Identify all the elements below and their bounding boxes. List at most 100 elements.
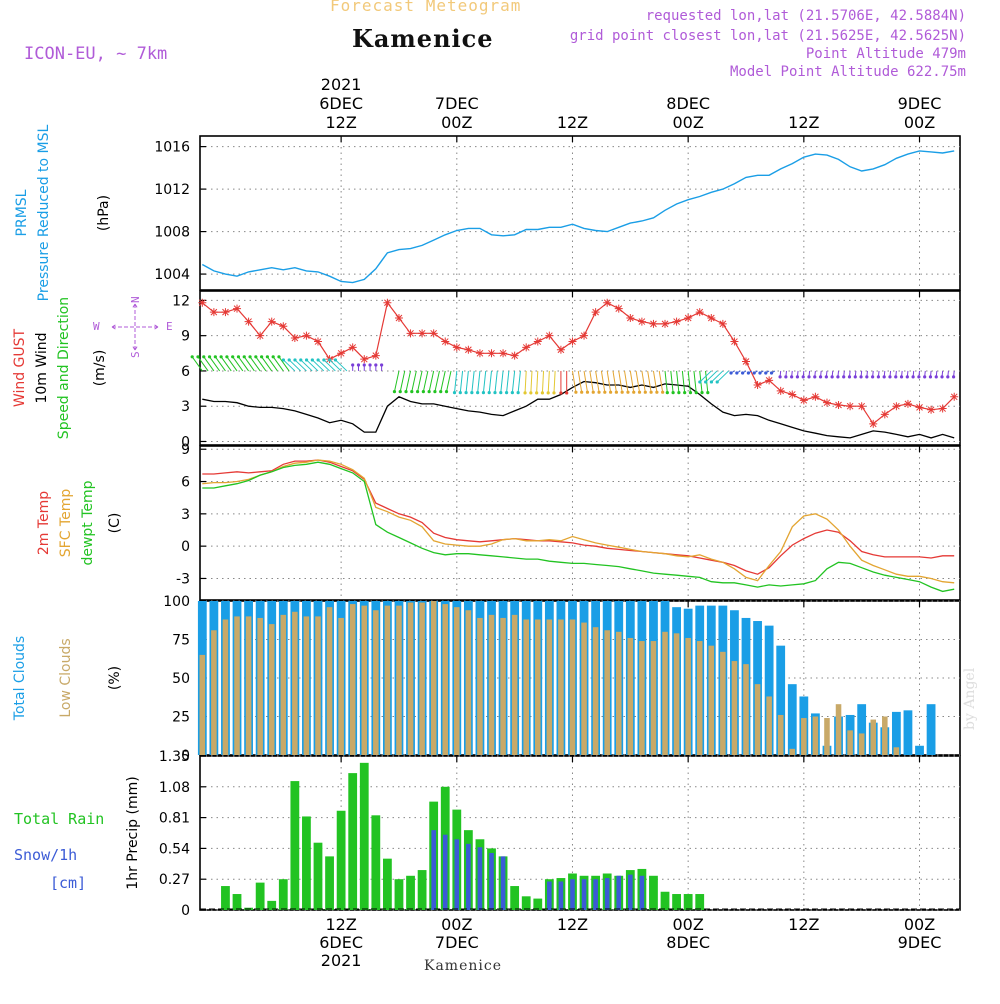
wind-direction-arrow	[272, 356, 284, 372]
low-cloud-bar	[569, 619, 576, 755]
ytick-label-precip-0: 0	[181, 903, 190, 919]
wind-direction-arrow	[288, 359, 301, 372]
ytick-label-clouds-1: 25	[172, 710, 190, 726]
wind-direction-arrow	[647, 370, 652, 393]
wind-arrow-head	[677, 391, 681, 395]
wind-arrow-head	[254, 355, 258, 359]
wind-arrow-head	[801, 375, 805, 379]
gust-marker	[950, 392, 959, 401]
wind-direction-arrow	[664, 370, 668, 393]
panel-frame-wind	[199, 290, 961, 446]
wind-direction-arrow	[553, 370, 556, 393]
snow-bar	[442, 834, 448, 910]
ytick-label-precip-2: 0.54	[159, 841, 190, 857]
ytick-label-wind-4: 12	[172, 293, 190, 309]
wind-arrow-head	[700, 391, 704, 395]
wind-arrow-head	[464, 391, 468, 395]
gust-marker	[846, 402, 855, 411]
series-label-wind-0: Wind GUST	[12, 328, 28, 407]
low-cloud-bar	[465, 610, 472, 755]
wind-arrow-head	[356, 363, 361, 367]
snow-bar	[558, 881, 564, 910]
ytick-label-wind-3: 9	[181, 329, 190, 345]
wind-direction-arrow	[261, 356, 273, 372]
total-cloud-bar	[787, 684, 797, 755]
gust-marker	[256, 331, 265, 340]
xtick-bottom-label-3-1: 8DEC	[666, 933, 710, 952]
low-cloud-bar	[650, 641, 657, 755]
series-label-pressure-1: Pressure Reduced to MSL	[36, 124, 52, 301]
ytick-label-pressure-1: 1008	[154, 225, 190, 241]
wind-arrow-head	[752, 371, 756, 375]
wind-arrow-head	[741, 371, 745, 375]
xtick-bottom-label-0-2: 2021	[321, 951, 362, 970]
xtick-bottom-label-1-1: 7DEC	[435, 933, 479, 952]
snow-bar	[500, 856, 506, 910]
wind-arrow-head	[304, 358, 309, 362]
wind-direction-arrow	[629, 370, 635, 393]
wind-direction-arrow	[317, 359, 330, 372]
xtick-top-label-3-0: 8DEC	[666, 94, 710, 113]
rain-bar	[290, 781, 300, 910]
wind-arrow-head	[671, 391, 675, 395]
snow-bar	[604, 878, 610, 910]
ytick-label-precip-3: 0.81	[159, 811, 190, 827]
low-cloud-bar	[280, 614, 287, 755]
low-cloud-bar	[222, 619, 229, 755]
xtick-bottom-label-1-0: 00Z	[441, 915, 472, 934]
snow-bar	[616, 875, 622, 910]
ylabel-wind: (m/s)	[92, 350, 108, 387]
wind-direction-arrow	[589, 370, 594, 393]
wind-direction-arrow	[571, 370, 577, 393]
xtick-top-label-2-0: 12Z	[557, 113, 588, 132]
wind-arrow-head	[946, 375, 950, 379]
rain-bar	[255, 882, 265, 910]
wind-direction-arrow	[300, 359, 313, 372]
wind-arrow-head	[219, 355, 223, 359]
gust-marker	[429, 329, 438, 338]
wind-arrow-head	[207, 355, 212, 359]
low-cloud-bar	[234, 616, 240, 755]
wind-arrow-head	[688, 391, 693, 395]
low-cloud-bar	[639, 641, 645, 755]
wind-arrow-head	[836, 375, 840, 379]
ytick-label-temperature-0: -3	[176, 571, 190, 587]
watermark: by Angel	[962, 667, 978, 730]
gust-marker	[591, 308, 600, 317]
low-cloud-bar	[696, 641, 703, 755]
ytick-label-clouds-4: 100	[163, 594, 190, 610]
wind-arrow-head	[281, 358, 286, 362]
wind-arrow-head	[504, 391, 509, 395]
gust-marker	[880, 410, 889, 419]
wind-arrow-head	[813, 375, 817, 379]
gust-marker	[834, 401, 843, 410]
ytick-label-precip-5: 1.35	[159, 749, 190, 765]
wind-direction-arrow	[323, 359, 336, 372]
gust-marker	[545, 331, 554, 340]
low-cloud-bar	[766, 696, 772, 755]
gust-marker	[938, 404, 947, 413]
wind-direction-arrow	[440, 370, 446, 392]
direction-legend-cross	[111, 303, 159, 351]
direction-legend: W E N S	[93, 296, 173, 358]
xtick-bottom-label-0-0: 12Z	[325, 915, 356, 934]
wind-arrow-head	[316, 358, 320, 362]
rain-bar	[302, 816, 311, 910]
gust-marker	[522, 343, 531, 352]
temp-sfc-line	[202, 459, 955, 584]
wind-arrow-head	[559, 391, 563, 395]
wind-arrow-head	[665, 391, 669, 395]
series-label-clouds-0: Total Clouds	[12, 636, 28, 721]
wind-direction-arrow	[283, 359, 296, 372]
wind-arrow-head	[649, 390, 653, 394]
wind-direction-arrow	[278, 356, 290, 372]
low-cloud-bar	[581, 622, 587, 755]
low-cloud-bar	[419, 602, 425, 755]
gust-marker	[279, 322, 288, 331]
wind-arrow-head	[709, 380, 714, 384]
low-cloud-bar	[523, 619, 529, 755]
wind-direction-arrow	[536, 370, 539, 393]
wind-arrow-head	[698, 380, 702, 384]
wind-arrow-head	[374, 363, 378, 367]
